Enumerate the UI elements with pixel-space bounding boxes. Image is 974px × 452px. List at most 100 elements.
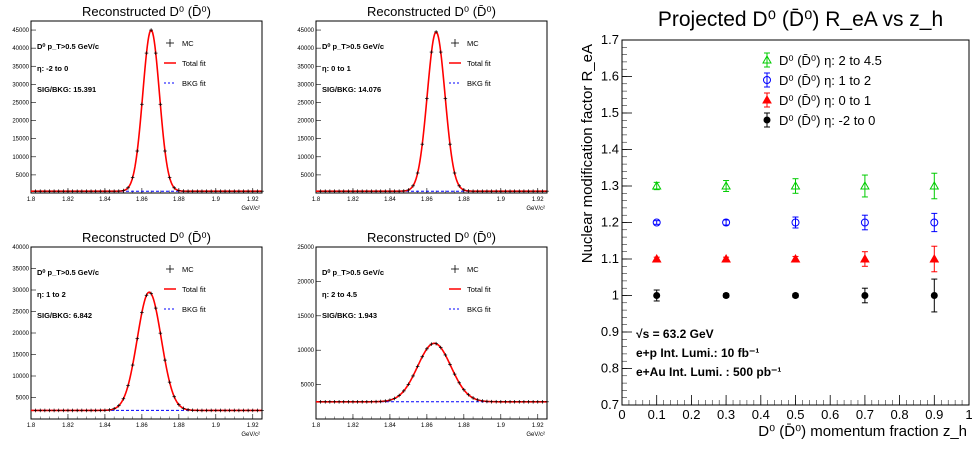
annotation-eta: η: 2 to 4.5 (322, 290, 357, 299)
annotation-eta: η: 1 to 2 (37, 290, 66, 299)
marker-open-triangle (762, 54, 772, 64)
x-axis-label: GeV/c² (241, 206, 260, 212)
marker-open-triangle (929, 180, 940, 190)
rea-x-tick-label: 0.5 (786, 407, 804, 422)
marker-filled-circle (653, 292, 661, 299)
marker-filled-triangle (651, 253, 662, 263)
y-tick-label: 15000 (297, 137, 314, 143)
y-tick-label: 25000 (12, 310, 29, 316)
x-tick-label: 1.82 (347, 423, 359, 429)
x-tick-label: 1.88 (458, 197, 470, 203)
rea-y-tick-label: 1.2 (601, 215, 619, 230)
y-tick-label: 25000 (297, 245, 314, 251)
x-tick-label: 1.84 (99, 423, 111, 429)
rea-panel: Projected D⁰ (D̄⁰) R_eA vs z_h 0 0.1 0.2 0.3… (579, 8, 973, 440)
marker-filled-circle (792, 292, 799, 299)
x-axis-label: GeV/c² (526, 206, 545, 212)
rea-title: Projected D⁰ (D̄⁰) R_eA vs z_h (658, 8, 943, 31)
x-tick-label: 1.82 (62, 197, 74, 203)
x-tick-label: 1.9 (497, 423, 506, 429)
marker-open-circle (763, 76, 771, 84)
annotation-pt: D⁰ p_T>0.5 GeV/c (322, 42, 384, 51)
annotation-sigbkg: SIG/BKG: 14.076 (322, 85, 381, 94)
marker-filled-circle (722, 292, 730, 299)
rea-y-tick-label: 1.3 (601, 178, 619, 193)
x-tick-label: 1.92 (532, 197, 544, 203)
x-tick-label: 1.82 (62, 423, 74, 429)
annotation-pt: D⁰ p_T>0.5 GeV/c (322, 268, 384, 277)
y-tick-label: 15000 (12, 353, 29, 359)
total-fit-line (316, 342, 547, 403)
rea-y-tick-label: 0.7 (601, 397, 619, 412)
rea-y-tick-label: 1.4 (601, 142, 619, 157)
rea-legend-label: D⁰ (D̄⁰) η: -2 to 0 (779, 113, 875, 128)
rea-annotation-ep-lumi: e+p Int. Lumi.: 10 fb⁻¹ (636, 346, 759, 360)
plot-frame (315, 20, 548, 194)
legend-total-fit-label: Total fit (182, 59, 207, 68)
legend-total-fit-label: Total fit (182, 285, 207, 294)
y-tick-label: 35000 (297, 64, 314, 70)
x-tick-label: 1.88 (173, 423, 185, 429)
x-tick-label: 1.8 (312, 423, 321, 429)
x-tick-label: 1.84 (384, 423, 396, 429)
y-tick-label: 15000 (297, 314, 314, 320)
marker-filled-triangle (860, 253, 870, 263)
legend-total-fit-label: Total fit (467, 59, 492, 68)
y-tick-label: 20000 (297, 119, 314, 125)
rea-y-axis-label: Nuclear modification factor R_eA (579, 44, 596, 263)
marker-filled-circle (763, 116, 771, 124)
rea-y-tick-label: 1.7 (601, 32, 619, 47)
x-tick-label: 1.86 (136, 197, 148, 203)
legend-bkg-fit-label: BKG fit (182, 79, 207, 88)
y-tick-label: 20000 (297, 279, 314, 285)
x-tick-label: 1.86 (421, 423, 433, 429)
x-tick-label: 1.92 (247, 197, 259, 203)
y-tick-label: 5000 (16, 396, 30, 402)
y-tick-label: 45000 (297, 28, 314, 34)
marker-filled-triangle (790, 253, 801, 263)
y-tick-label: 30000 (297, 82, 314, 88)
x-tick-label: 1.8 (312, 197, 321, 203)
y-tick-label: 25000 (12, 100, 29, 106)
y-tick-label: 30000 (12, 288, 29, 294)
annotation-sigbkg: SIG/BKG: 15.391 (37, 85, 96, 94)
y-tick-label: 10000 (12, 155, 29, 161)
rea-legend-label: D⁰ (D̄⁰) η: 2 to 4.5 (779, 53, 882, 68)
marker-filled-triangle (762, 94, 772, 104)
rea-x-tick-label: 0.8 (891, 407, 909, 422)
marker-filled-triangle (721, 253, 731, 263)
x-tick-label: 1.84 (384, 197, 396, 203)
marker-open-circle (652, 218, 661, 227)
panel-title: Reconstructed D⁰ (D̄⁰) (82, 230, 211, 245)
annotation-pt: D⁰ p_T>0.5 GeV/c (37, 268, 99, 277)
rea-y-tick-label: 0.9 (601, 324, 619, 339)
y-tick-label: 10000 (12, 374, 29, 380)
legend-mc-label: MC (467, 265, 479, 274)
x-tick-label: 1.86 (421, 197, 433, 203)
marker-open-circle (930, 218, 939, 227)
x-tick-label: 1.88 (173, 197, 185, 203)
rea-y-tick-label: 0.8 (601, 361, 619, 376)
rea-x-tick-label: 0.7 (856, 407, 874, 422)
annotation-eta: η: -2 to 0 (37, 64, 68, 73)
legend-mc-label: MC (467, 39, 479, 48)
annotation-sigbkg: SIG/BKG: 6.842 (37, 311, 92, 320)
annotation-sigbkg: SIG/BKG: 1.943 (322, 311, 377, 320)
marker-open-circle (722, 218, 731, 227)
annotation-eta: η: 0 to 1 (322, 64, 351, 73)
panel-title: Reconstructed D⁰ (D̄⁰) (367, 4, 496, 19)
legend-mc-label: MC (182, 265, 194, 274)
y-tick-label: 5000 (16, 173, 30, 179)
marker-open-circle (791, 218, 800, 227)
rea-y-tick-label: 1.1 (601, 251, 619, 266)
x-tick-label: 1.84 (99, 197, 111, 203)
rea-x-tick-label: 0 (618, 407, 625, 422)
x-tick-label: 1.86 (136, 423, 148, 429)
legend-mc-label: MC (182, 39, 194, 48)
y-tick-label: 25000 (297, 100, 314, 106)
plot-frame (315, 246, 548, 420)
y-tick-label: 40000 (12, 46, 29, 52)
rea-x-tick-label: 0.9 (925, 407, 943, 422)
rea-y-tick-label: 1.6 (601, 69, 619, 84)
